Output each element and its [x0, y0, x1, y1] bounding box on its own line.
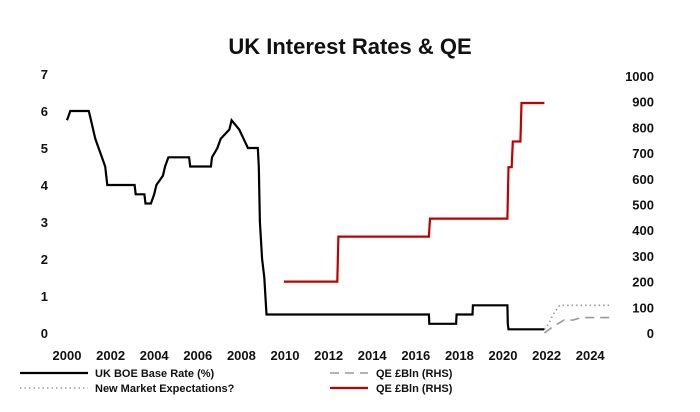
x-tick-label: 2006	[183, 348, 212, 363]
right-y-tick-label: 100	[632, 300, 654, 315]
legend-label-4: QE £Bln (RHS)	[376, 383, 453, 395]
x-tick-label: 2002	[96, 348, 125, 363]
series-line-1	[65, 109, 545, 331]
legend-label-3: QE £Bln (RHS)	[376, 368, 453, 380]
chart-title: UK Interest Rates & QE	[228, 34, 471, 59]
right-y-tick-label: 300	[632, 249, 654, 264]
x-tick-label: 2022	[532, 348, 561, 363]
right-y-tick-label: 1000	[625, 69, 654, 84]
x-axis-ticks: 2000 2002 2004 2006 2008 2010 2012 2014 2016 2018…	[53, 348, 606, 363]
x-tick-label: 2014	[358, 348, 388, 363]
left-y-tick-label: 3	[41, 215, 48, 230]
legend-label-2: New Market Expectations?	[95, 383, 235, 395]
x-tick-label: 2012	[314, 348, 343, 363]
right-y-tick-label: 0	[647, 326, 654, 341]
series-line-3	[543, 316, 612, 334]
left-y-tick-label: 1	[41, 289, 48, 304]
left-y-tick-label: 2	[41, 252, 48, 267]
x-tick-label: 2018	[445, 348, 474, 363]
left-y-tick-label: 4	[41, 178, 49, 193]
series-line-4	[283, 101, 545, 283]
left-y-tick-label: 0	[41, 326, 48, 341]
left-y-tick-label: 5	[41, 141, 48, 156]
x-tick-label: 2024	[576, 348, 606, 363]
x-tick-label: 2004	[140, 348, 170, 363]
legend: UK BOE Base Rate (%) New Market Expectati…	[20, 368, 453, 395]
right-y-tick-label: 700	[632, 146, 654, 161]
x-tick-label: 2010	[271, 348, 300, 363]
x-tick-label: 2016	[401, 348, 430, 363]
left-y-tick-label: 6	[41, 104, 48, 119]
right-y-tick-label: 400	[632, 223, 654, 238]
right-y-tick-label: 800	[632, 120, 654, 135]
left-y-axis-ticks: 0 1 2 3 4 5 6 7	[41, 67, 49, 341]
right-y-tick-label: 900	[632, 95, 654, 110]
x-tick-label: 2008	[227, 348, 256, 363]
series-layer	[65, 101, 612, 334]
x-tick-label: 2000	[53, 348, 82, 363]
right-y-axis-ticks: 0 100 200 300 400 500 600 700 800 900 1000	[625, 69, 654, 341]
right-y-tick-label: 500	[632, 198, 654, 213]
x-tick-label: 2020	[489, 348, 518, 363]
left-y-tick-label: 7	[41, 67, 48, 82]
legend-label-1: UK BOE Base Rate (%)	[95, 368, 215, 380]
series-line-2	[543, 304, 612, 330]
right-y-tick-label: 200	[632, 275, 654, 290]
right-y-tick-label: 600	[632, 172, 654, 187]
